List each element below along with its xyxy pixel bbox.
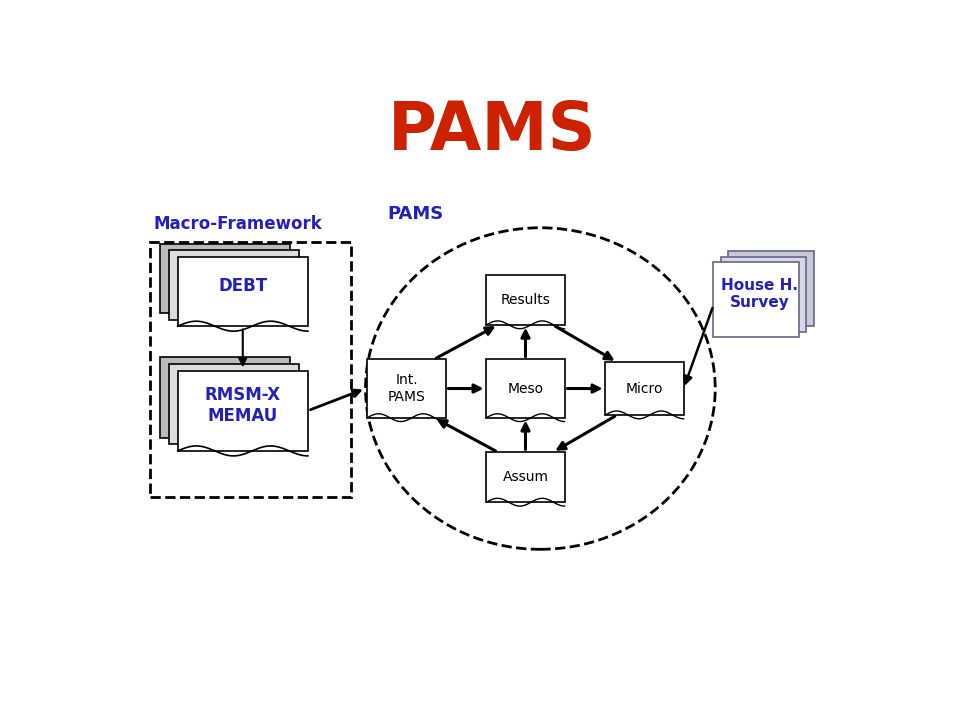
Text: RMSM-X
MEMAU: RMSM-X MEMAU xyxy=(204,386,281,425)
Text: Int.
PAMS: Int. PAMS xyxy=(388,374,425,404)
Text: Macro-Framework: Macro-Framework xyxy=(154,215,323,233)
Text: Results: Results xyxy=(500,293,550,307)
Text: DEBT: DEBT xyxy=(218,277,267,295)
FancyBboxPatch shape xyxy=(487,452,564,503)
FancyBboxPatch shape xyxy=(487,359,564,418)
Text: PAMS: PAMS xyxy=(388,205,444,223)
Text: Micro: Micro xyxy=(626,382,663,395)
FancyBboxPatch shape xyxy=(713,262,799,337)
FancyBboxPatch shape xyxy=(721,257,806,332)
FancyBboxPatch shape xyxy=(169,251,299,320)
Text: House H.
Survey: House H. Survey xyxy=(721,278,799,310)
FancyBboxPatch shape xyxy=(729,251,814,326)
FancyBboxPatch shape xyxy=(169,364,299,444)
Text: PAMS: PAMS xyxy=(388,98,596,163)
FancyBboxPatch shape xyxy=(178,371,308,451)
FancyBboxPatch shape xyxy=(159,243,290,313)
FancyBboxPatch shape xyxy=(178,257,308,326)
FancyBboxPatch shape xyxy=(368,359,445,418)
Text: Meso: Meso xyxy=(508,382,543,395)
FancyBboxPatch shape xyxy=(159,357,290,438)
FancyBboxPatch shape xyxy=(606,362,684,415)
Text: Assum: Assum xyxy=(502,470,548,485)
FancyBboxPatch shape xyxy=(487,275,564,325)
